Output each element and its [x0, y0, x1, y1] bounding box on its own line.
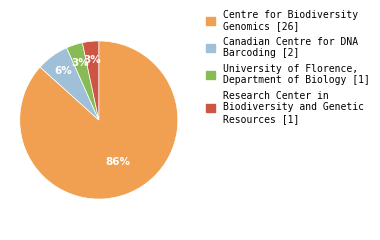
Text: 86%: 86% — [105, 157, 130, 167]
Wedge shape — [66, 43, 99, 120]
Wedge shape — [20, 41, 178, 199]
Legend: Centre for Biodiversity
Genomics [26], Canadian Centre for DNA
Barcoding [2], Un: Centre for Biodiversity Genomics [26], C… — [206, 10, 369, 124]
Text: 3%: 3% — [84, 55, 101, 65]
Text: 6%: 6% — [55, 66, 72, 76]
Wedge shape — [82, 41, 99, 120]
Text: 3%: 3% — [71, 58, 89, 68]
Wedge shape — [40, 48, 99, 120]
